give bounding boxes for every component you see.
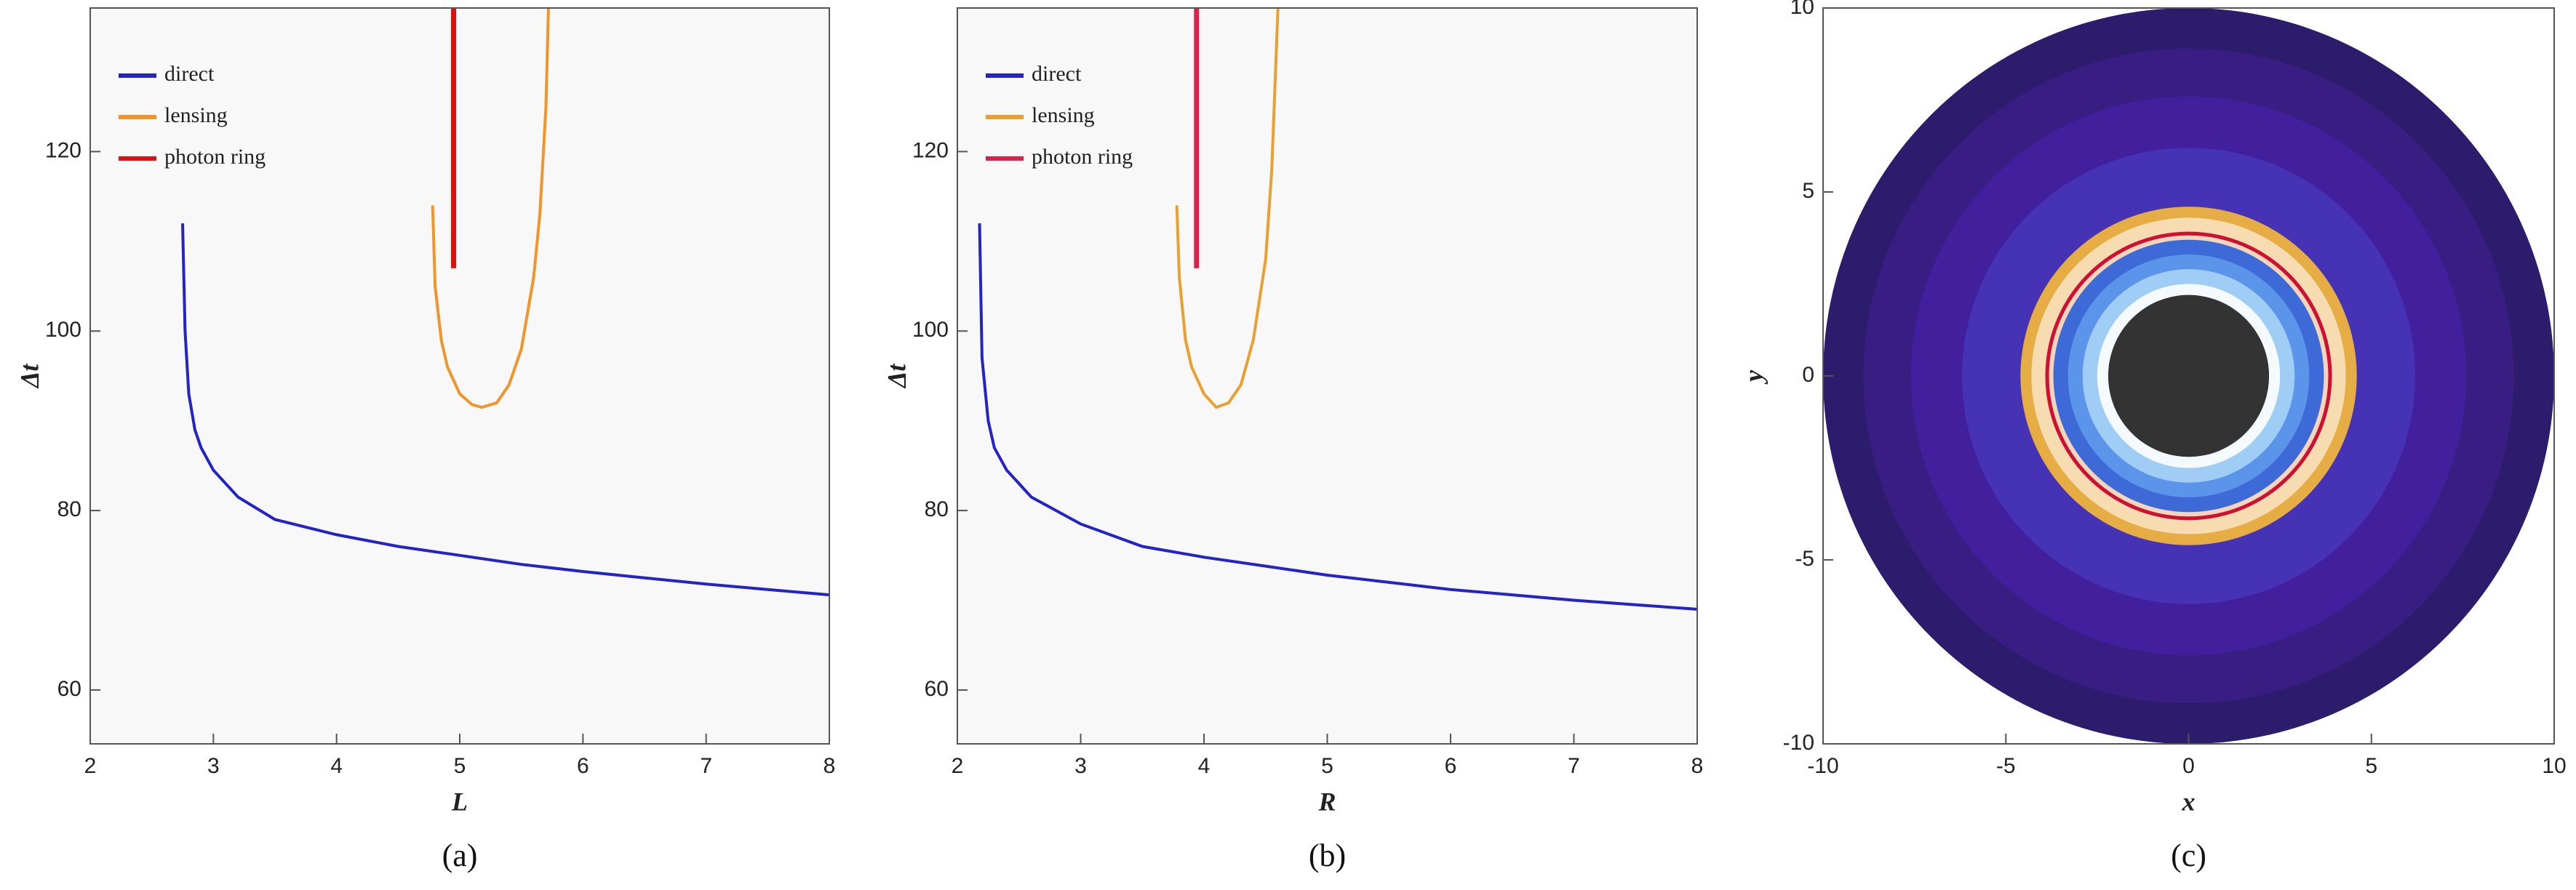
x-tick-label: 3: [207, 754, 220, 778]
caption: (a): [442, 838, 478, 873]
x-tick-label: 7: [1568, 754, 1580, 778]
x-tick-label: 6: [577, 754, 589, 778]
y-tick-label: 10: [1790, 0, 1814, 19]
legend-label: direct: [1032, 62, 1082, 86]
line: [978, 223, 1697, 611]
x-tick-label: 4: [1198, 754, 1211, 778]
x-tick-label: 7: [700, 754, 712, 778]
line: [1175, 8, 1280, 409]
y-axis-label: Δt: [882, 364, 911, 390]
x-tick-label: 2: [84, 754, 97, 778]
x-tick-label: 3: [1074, 754, 1087, 778]
x-tick-label: 8: [1691, 754, 1704, 778]
plot-background: [957, 8, 1697, 744]
x-tick-label: 5: [1321, 754, 1333, 778]
caption: (b): [1309, 838, 1346, 873]
y-tick-label: 80: [57, 497, 81, 521]
ring: [2108, 294, 2270, 457]
line: [431, 8, 550, 409]
y-tick-label: 120: [45, 138, 81, 162]
legend-label: photon ring: [164, 145, 266, 169]
x-tick-label: 10: [2542, 754, 2566, 778]
panel: -10 -5 0 5 10 -10 -5 0 5 10 x y (c): [1739, 0, 2566, 873]
caption: (c): [2171, 838, 2206, 873]
legend-label: lensing: [1032, 103, 1095, 127]
panel: direct lensing photon ring 2 3 4 5 6 7 8 60 80 100 12…: [15, 7, 836, 873]
y-tick-label: 5: [1802, 179, 1814, 203]
y-tick-label: 80: [925, 497, 949, 521]
y-tick-label: 100: [45, 318, 81, 342]
y-tick-label: -5: [1795, 547, 1814, 571]
y-tick-label: 120: [912, 138, 949, 162]
x-axis-label: x: [2182, 787, 2196, 816]
legend-label: photon ring: [1032, 145, 1133, 169]
x-tick-label: 4: [330, 754, 343, 778]
line: [181, 223, 829, 597]
legend-label: lensing: [164, 103, 228, 127]
x-tick-label: 8: [824, 754, 836, 778]
y-tick-label: 100: [912, 318, 949, 342]
y-tick-label: 60: [925, 677, 949, 701]
panel: direct lensing photon ring 2 3 4 5 6 7 8 60 80 100 12…: [882, 7, 1704, 873]
x-axis-label: R: [1317, 787, 1336, 816]
y-tick-label: 0: [1802, 363, 1814, 387]
legend-label: direct: [164, 62, 215, 86]
y-tick-label: -10: [1783, 731, 1814, 755]
y-tick-label: 60: [57, 677, 81, 701]
x-tick-label: 2: [952, 754, 964, 778]
y-axis-label: Δt: [15, 364, 44, 390]
x-tick-label: 5: [2365, 754, 2377, 778]
x-tick-label: 5: [454, 754, 466, 778]
x-tick-label: -5: [1996, 754, 2016, 778]
x-tick-label: -10: [1807, 754, 1838, 778]
plot-background: [90, 8, 829, 744]
x-axis-label: L: [451, 787, 468, 816]
x-tick-label: 0: [2182, 754, 2195, 778]
y-axis-label: y: [1739, 369, 1768, 385]
x-tick-label: 6: [1445, 754, 1457, 778]
